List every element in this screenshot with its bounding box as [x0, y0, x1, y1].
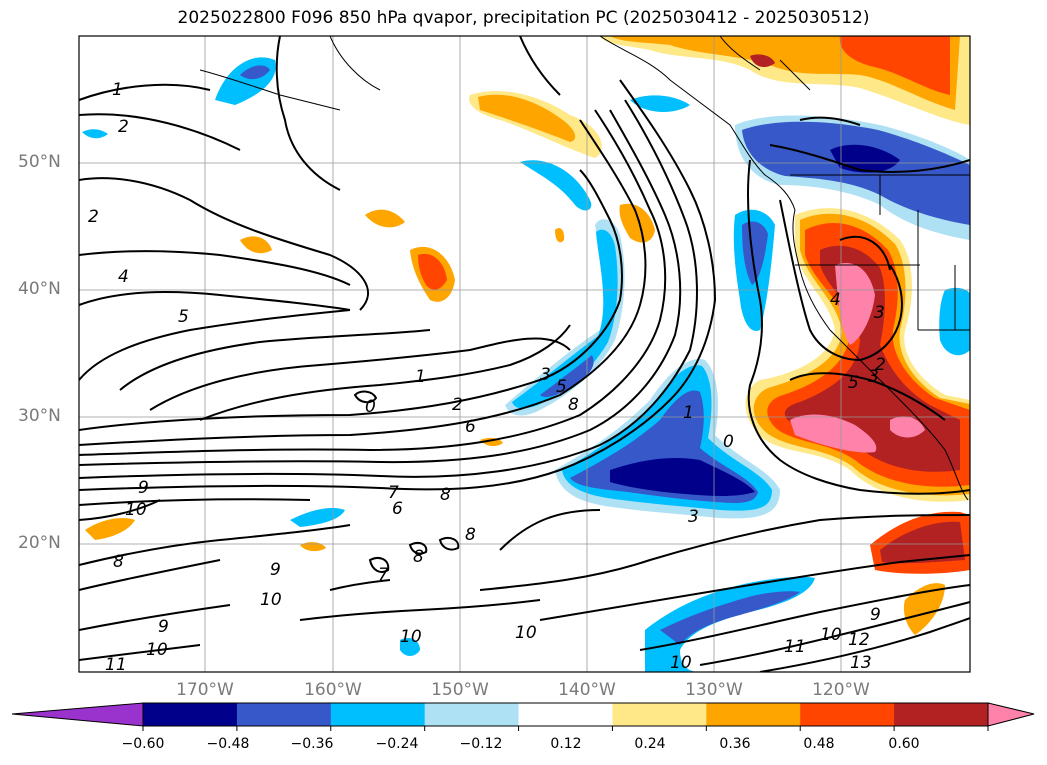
precipitation-shading — [82, 36, 970, 672]
colorbar-segment — [800, 703, 895, 726]
contour-label: 13 — [850, 653, 872, 673]
colorbar-tick-label: 0.60 — [888, 736, 920, 752]
qvapor-contours — [79, 36, 970, 672]
lat-label-30n: 30°N — [18, 406, 61, 426]
colorbar-tick-label: 0.36 — [719, 736, 751, 752]
contour-label: 10 — [260, 590, 282, 610]
contour-label: 5 — [848, 373, 859, 393]
contour-label: 1 — [683, 403, 694, 423]
contour-label: 0 — [723, 432, 734, 452]
lon-label-120w: 120°W — [812, 680, 870, 700]
contour-label: 0 — [365, 397, 376, 417]
contour-label: 5 — [178, 307, 189, 327]
contour-label: 3 — [874, 303, 885, 323]
colorbar-tick-label: −0.24 — [375, 736, 419, 752]
contour-label: 2 — [452, 395, 463, 415]
contour-label: 4 — [830, 290, 841, 310]
colorbar-tick-label: −0.60 — [121, 736, 165, 752]
contour-label: 9 — [158, 617, 169, 637]
contour-label: 10 — [670, 653, 692, 673]
colorbar-tick-label: 0.24 — [634, 736, 666, 752]
contour-label: 11 — [784, 637, 806, 657]
contour-label: 10 — [146, 640, 168, 660]
colorbar-segment — [143, 703, 238, 726]
colorbar-segment — [706, 703, 801, 726]
contour-label: 9 — [270, 560, 281, 580]
colorbar-tick-label: −0.12 — [459, 736, 503, 752]
contour-label: 10 — [820, 625, 842, 645]
contour-label: 6 — [465, 417, 476, 437]
contour-label: 2 — [118, 117, 129, 137]
contour-label: 3 — [688, 507, 699, 527]
contour-label: 1 — [112, 80, 123, 100]
contour-label: 7 — [378, 565, 389, 585]
contour-label: 12 — [848, 630, 870, 650]
contour-label: 9 — [138, 478, 149, 498]
colorbar-tick-label: 0.12 — [550, 736, 582, 752]
colorbar-segment — [894, 703, 989, 726]
colorbar-segment — [330, 703, 426, 726]
contour-label: 4 — [118, 267, 129, 287]
lat-label-20n: 20°N — [18, 533, 61, 553]
colorbar-segment — [612, 703, 707, 726]
contour-label: 8 — [465, 525, 476, 545]
lat-label-40n: 40°N — [18, 279, 61, 299]
contour-label: 8 — [440, 485, 451, 505]
lon-label-170w: 170°W — [176, 680, 234, 700]
colorbar-tick-label: −0.36 — [290, 736, 334, 752]
contour-label: 10 — [400, 627, 422, 647]
coastlines — [199, 36, 970, 501]
contour-label: 2 — [88, 207, 99, 227]
contour-label: 9 — [870, 605, 881, 625]
colorbar-segment — [236, 703, 332, 726]
contour-label: 8 — [568, 395, 579, 415]
contour-label: 3 — [540, 365, 551, 385]
lon-label-140w: 140°W — [558, 680, 616, 700]
contour-label: 6 — [392, 499, 403, 519]
colorbar-low-extend — [11, 702, 144, 727]
lon-label-130w: 130°W — [685, 680, 743, 700]
contour-label: 10 — [515, 623, 537, 643]
colorbar-segment — [424, 703, 520, 726]
colorbar-segment — [518, 703, 613, 726]
contour-label: 8 — [113, 552, 124, 572]
contour-label: 8 — [413, 547, 424, 567]
colorbar-tick-label: 0.48 — [803, 736, 835, 752]
map-title: 2025022800 F096 850 hPa qvapor, precipit… — [177, 8, 870, 28]
colorbar-high-extend — [987, 702, 1035, 727]
contour-label: 11 — [105, 655, 127, 675]
contour-label: 10 — [125, 500, 147, 520]
contour-label: 2 — [875, 355, 886, 375]
contour-label: 1 — [415, 367, 426, 387]
contour-label: 5 — [556, 377, 567, 397]
contour-label: 7 — [388, 483, 399, 503]
map-frame — [78, 35, 971, 673]
lon-label-160w: 160°W — [304, 680, 362, 700]
lon-label-150w: 150°W — [431, 680, 489, 700]
contour-label: 3 — [868, 367, 879, 387]
colorbar-tick-label: −0.48 — [206, 736, 250, 752]
lat-label-50n: 50°N — [18, 152, 61, 172]
